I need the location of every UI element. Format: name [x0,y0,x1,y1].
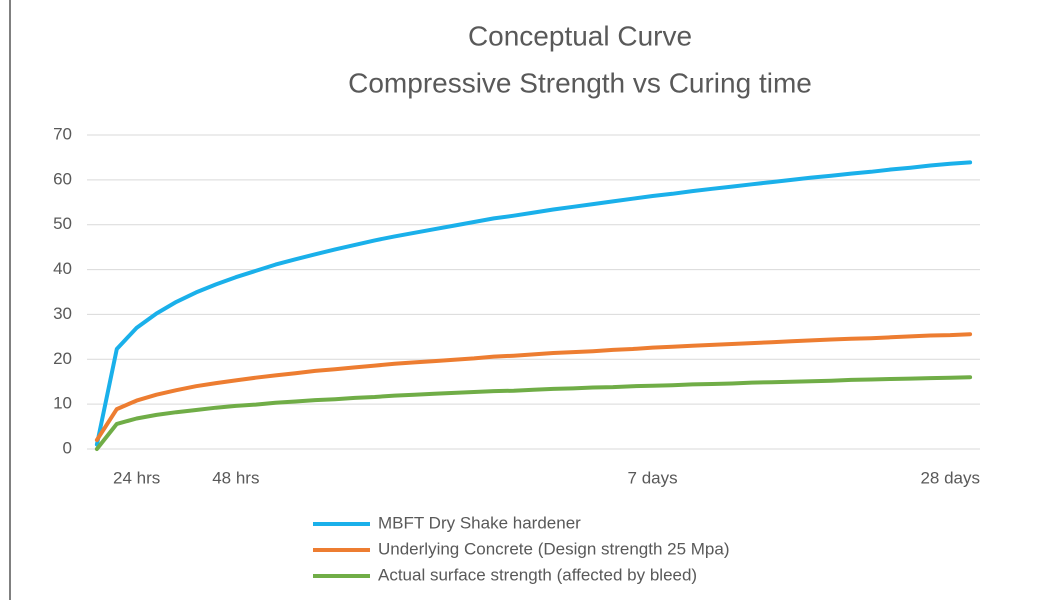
x-tick-label: 7 days [628,468,678,487]
chart-subtitle: Compressive Strength vs Curing time [348,67,812,98]
y-tick-label: 10 [53,394,72,413]
y-tick-label: 0 [63,438,72,457]
y-tick-label: 30 [53,304,72,323]
legend-label: Actual surface strength (affected by ble… [378,565,697,584]
legend-label: Underlying Concrete (Design strength 25 … [378,539,730,558]
y-tick-label: 60 [53,169,72,188]
chart-title: Conceptual Curve [468,20,692,51]
x-tick-label: 24 hrs [113,468,160,487]
legend-label: MBFT Dry Shake hardener [378,513,581,532]
x-tick-label: 48 hrs [212,468,259,487]
y-tick-label: 50 [53,214,72,233]
x-tick-label: 28 days [920,468,980,487]
series-line [94,160,973,447]
y-tick-label: 40 [53,259,72,278]
y-tick-label: 20 [53,349,72,368]
series-line [94,332,973,442]
y-tick-label: 70 [53,124,72,143]
series-line [94,375,973,451]
